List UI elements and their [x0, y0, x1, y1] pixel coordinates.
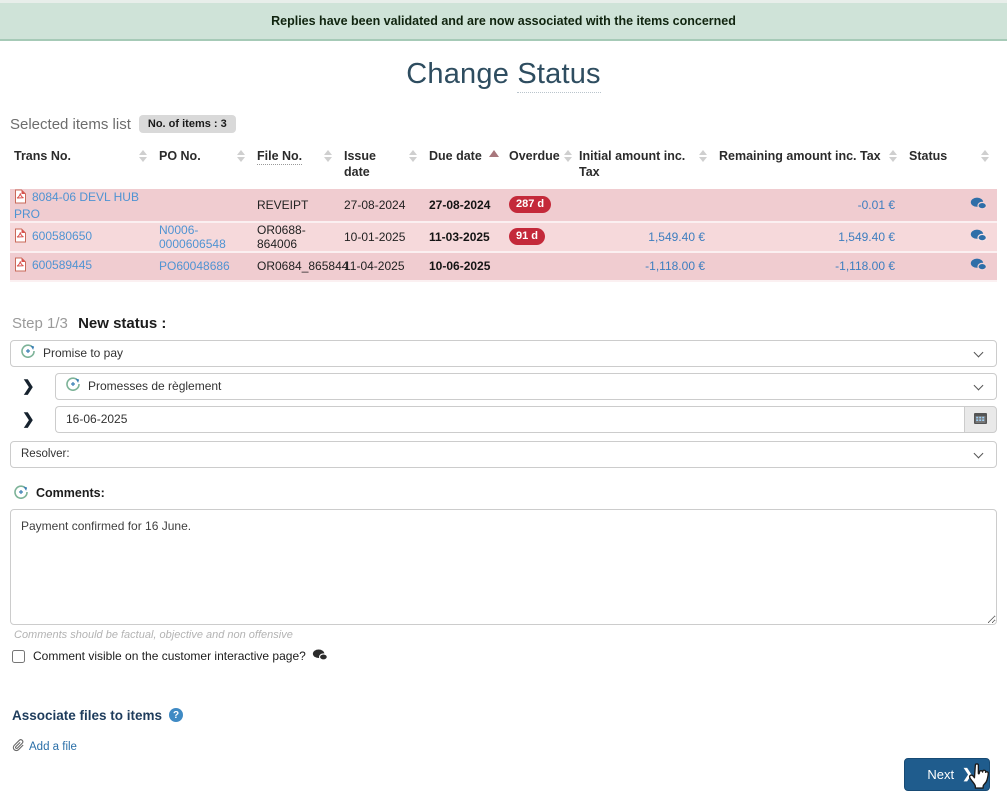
column-header-remaining-amount[interactable]: Remaining amount inc. Tax	[715, 139, 905, 189]
overdue-badge: 287 d	[509, 196, 552, 213]
add-file-label: Add a file	[29, 740, 77, 753]
substatus-select[interactable]: Promesses de règlement	[55, 372, 997, 400]
initial-amount-cell: 1,549.40 €	[575, 221, 715, 253]
selected-items-label: Selected items list	[10, 115, 131, 133]
initial-amount-cell	[575, 188, 715, 223]
file-no-cell: REVEIPT	[253, 188, 340, 223]
add-file-link[interactable]: Add a file	[12, 738, 1007, 755]
status-change-icon	[21, 343, 35, 363]
column-header-status[interactable]: Status	[905, 139, 997, 189]
sort-icon	[139, 150, 147, 162]
sort-icon	[324, 150, 332, 162]
validation-banner: Replies have been validated and are now …	[0, 0, 1007, 41]
po-no-link[interactable]: N0006-0000606548	[159, 222, 226, 251]
chevron-right-icon: ❯	[962, 766, 973, 781]
table-row: 600589445 PO60048686 OR0684_865844 11-04…	[10, 251, 997, 282]
substatus-select-value: Promesses de règlement	[88, 379, 222, 393]
file-no-cell: OR0684_865844	[253, 251, 348, 282]
table-row: 600580650 N0006-0000606548 OR0688-864006…	[10, 221, 997, 253]
remaining-amount-cell: 1,549.40 €	[715, 221, 905, 253]
status-change-icon	[66, 376, 80, 396]
sort-icon	[409, 150, 417, 162]
help-icon[interactable]: ?	[169, 708, 184, 722]
trans-no-link[interactable]: 600589445	[32, 258, 93, 272]
associate-files-label: Associate files to items	[12, 707, 163, 723]
sort-icon	[981, 150, 989, 162]
chevron-right-icon: ❯	[22, 411, 35, 428]
next-button[interactable]: Next ❯	[904, 758, 990, 791]
status-select-value: Promise to pay	[43, 346, 124, 360]
pdf-icon[interactable]	[14, 228, 27, 246]
chat-bubble-icon	[306, 649, 328, 664]
step-title: New status :	[78, 314, 167, 332]
due-date-cell: 11-03-2025	[425, 221, 505, 253]
selected-items-table: Trans No. PO No. File No. Issue date Due…	[10, 139, 997, 282]
column-header-file-no[interactable]: File No.	[253, 139, 340, 189]
trans-no-link[interactable]: 8084-06 DEVL HUB PRO	[14, 189, 139, 221]
trans-no-link[interactable]: 600580650	[32, 228, 93, 243]
pdf-icon[interactable]	[14, 257, 27, 275]
status-chat-icon[interactable]	[970, 229, 987, 245]
promise-date-input[interactable]	[55, 405, 964, 433]
column-header-issue-date[interactable]: Issue date	[340, 139, 425, 189]
chevron-right-icon: ❯	[22, 378, 35, 395]
file-no-cell: OR0688-864006	[253, 221, 340, 253]
sort-icon	[237, 150, 245, 162]
sort-icon	[563, 150, 572, 162]
items-count-badge: No. of items : 3	[138, 115, 236, 133]
due-date-cell: 10-06-2025	[425, 251, 505, 282]
sort-icon	[889, 150, 897, 162]
column-header-initial-amount[interactable]: Initial amount inc. Tax	[575, 139, 715, 189]
column-header-trans-no[interactable]: Trans No.	[10, 139, 155, 189]
status-chat-icon[interactable]	[970, 197, 987, 213]
due-date-cell: 27-08-2024	[425, 188, 505, 223]
status-change-icon	[14, 484, 36, 502]
comments-guideline-note: Comments should be factual, objective an…	[14, 628, 293, 641]
status-select[interactable]: Promise to pay	[10, 339, 997, 367]
column-header-due-date[interactable]: Due date	[425, 139, 505, 189]
status-chat-icon[interactable]	[970, 258, 987, 274]
page-title: Change Status	[0, 58, 1007, 93]
pdf-icon[interactable]	[14, 189, 27, 207]
initial-amount-cell: -1,118.00 €	[575, 251, 715, 282]
issue-date-cell: 10-01-2025	[340, 221, 425, 253]
comments-textarea[interactable]: Payment confirmed for 16 June.	[10, 508, 997, 625]
po-no-link[interactable]: PO60048686	[159, 259, 230, 273]
comment-visible-label: Comment visible on the customer interact…	[33, 649, 306, 663]
column-header-po-no[interactable]: PO No.	[155, 139, 253, 189]
sort-icon	[699, 150, 707, 162]
banner-message: Replies have been validated and are now …	[271, 14, 736, 28]
remaining-amount-cell: -0.01 €	[715, 188, 905, 223]
chevron-down-icon	[973, 448, 984, 458]
chevron-down-icon	[973, 380, 984, 390]
issue-date-cell: 27-08-2024	[340, 188, 425, 223]
issue-date-cell: 11-04-2025	[340, 251, 425, 282]
chevron-down-icon	[973, 347, 984, 357]
step-indicator: Step 1/3	[12, 314, 68, 332]
calendar-button[interactable]	[964, 405, 997, 433]
comment-visible-checkbox[interactable]	[12, 649, 25, 663]
resolver-select-value: Resolver:	[21, 448, 70, 460]
remaining-amount-cell: -1,118.00 €	[715, 251, 905, 282]
resolver-select[interactable]: Resolver:	[10, 440, 997, 468]
comments-label: Comments:	[36, 486, 105, 500]
table-row: 8084-06 DEVL HUB PRO REVEIPT 27-08-2024 …	[10, 188, 997, 223]
calendar-icon	[973, 411, 988, 428]
sort-ascending-icon	[489, 150, 499, 157]
overdue-badge: 91 d	[509, 228, 546, 245]
column-header-overdue[interactable]: Overdue	[505, 139, 575, 189]
paperclip-icon	[12, 738, 29, 755]
